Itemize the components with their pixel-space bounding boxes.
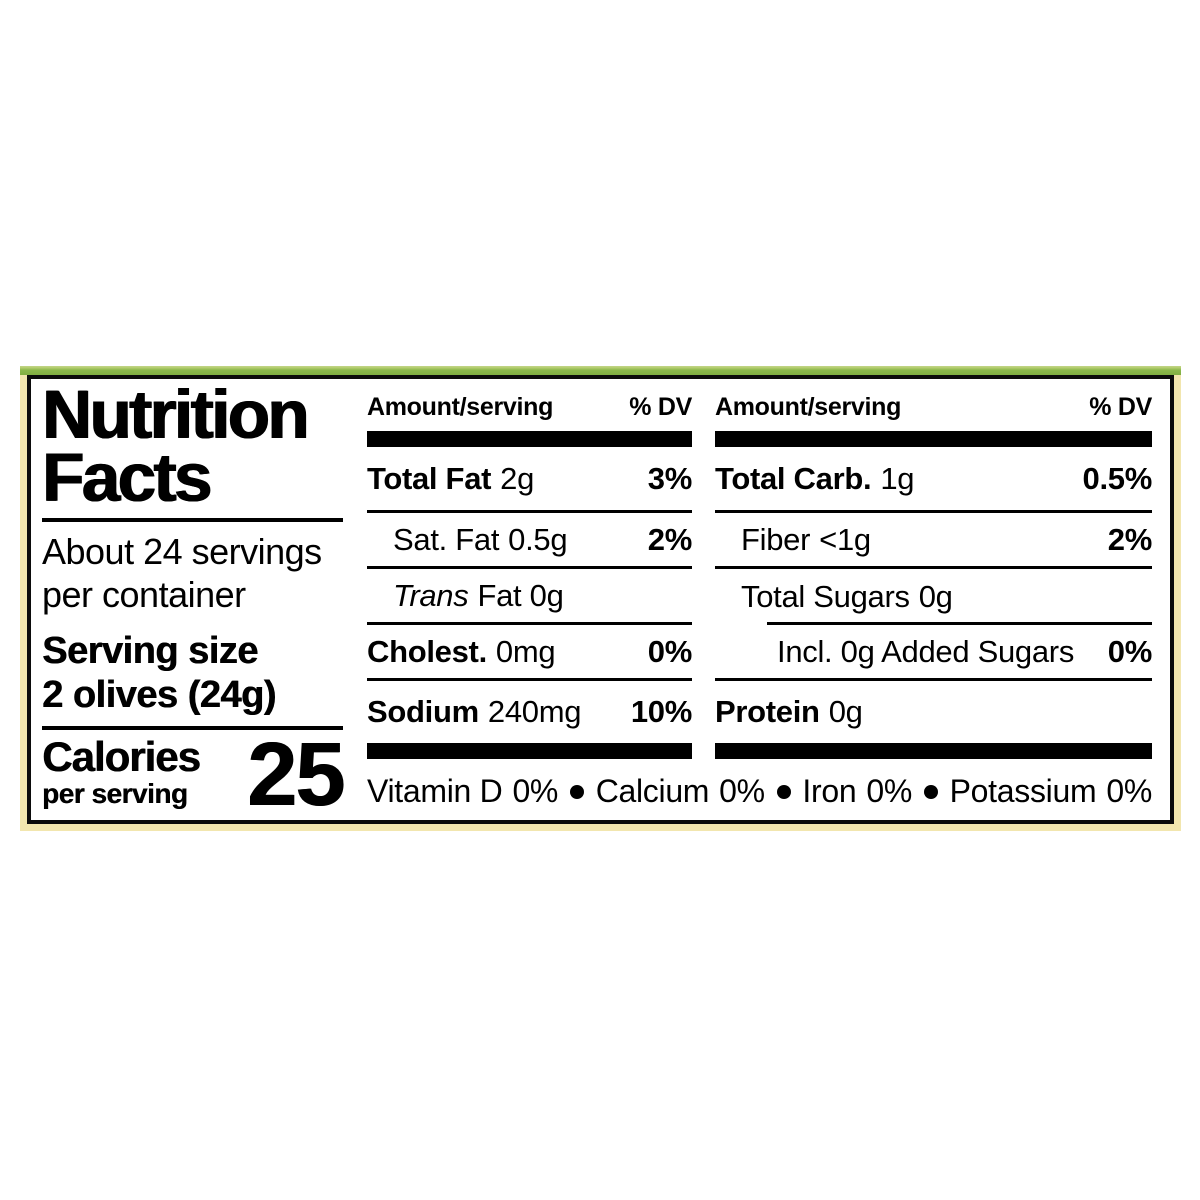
- percent-dv-heading: % DV: [1089, 393, 1152, 421]
- amount-serving-heading: Amount/serving: [715, 393, 902, 421]
- serving-size-label: Serving size: [42, 630, 258, 672]
- label-right-column: Amount/serving % DV Total Carb. 1g 0.5% F…: [715, 393, 1152, 759]
- nutrient-row-sat-fat: Sat. Fat 0.5g 2%: [367, 513, 692, 569]
- nutrition-facts-title: Nutrition Facts: [42, 376, 343, 522]
- nutrient-name-value: Sodium 240mg: [367, 694, 582, 729]
- micronutrient-potassium: Potassium 0%: [949, 773, 1153, 809]
- thick-rule: [367, 431, 692, 447]
- calories-divider: [42, 726, 343, 730]
- title-line-2: Facts: [42, 439, 212, 516]
- label-middle-column: Amount/serving % DV Total Fat 2g 3% Sat. …: [367, 393, 692, 759]
- label-green-edge: [20, 366, 1181, 375]
- calories-labels: Calories per serving: [42, 733, 201, 809]
- nutrient-row-total-fat: Total Fat 2g 3%: [367, 447, 692, 513]
- serving-size-value: 2 olives (24g): [42, 674, 276, 716]
- servings-line-1: About 24 servings: [42, 531, 322, 572]
- bullet-separator-icon: [569, 784, 584, 799]
- micronutrients-strip: Vitamin D 0% Calcium 0% Iron 0% Potassium 0%: [367, 773, 1152, 810]
- nutrient-row-sodium: Sodium 240mg 10%: [367, 681, 692, 743]
- nutrient-row-trans-fat: Trans Fat 0g: [367, 569, 692, 625]
- nutrient-dv: 0%: [1107, 633, 1153, 669]
- nutrition-facts-panel: Nutrition Facts About 24 servings per co…: [27, 375, 1174, 824]
- nutrient-row-total-sugars: Total Sugars 0g: [715, 569, 1152, 625]
- nutrient-name-value: Sat. Fat 0.5g: [393, 521, 568, 557]
- nutrient-dv: 3%: [647, 460, 693, 496]
- nutrient-row-cholesterol: Cholest. 0mg 0%: [367, 625, 692, 681]
- nutrient-row-fiber: Fiber <1g 2%: [715, 513, 1152, 569]
- nutrient-name-value: Trans Fat 0g: [393, 577, 564, 613]
- servings-per-container: About 24 servings per container: [42, 530, 343, 616]
- title-line-1: Nutrition: [42, 376, 309, 453]
- nutrient-name-value: Fiber <1g: [741, 521, 871, 557]
- thick-rule: [715, 431, 1152, 447]
- nutrient-name-value: Total Sugars 0g: [741, 579, 953, 614]
- calories-value: 25: [246, 725, 345, 825]
- nutrient-dv: 0%: [647, 633, 693, 669]
- bullet-separator-icon: [923, 784, 938, 799]
- thick-rule: [367, 743, 692, 759]
- micronutrient-vitamin-d: Vitamin D 0%: [367, 773, 559, 809]
- calories-section: Calories per serving 25: [42, 725, 345, 825]
- calories-sublabel: per serving: [42, 778, 188, 809]
- bullet-separator-icon: [776, 784, 791, 799]
- amount-serving-heading: Amount/serving: [367, 393, 554, 421]
- column-header: Amount/serving % DV: [367, 393, 692, 431]
- calories-label: Calories: [42, 733, 201, 780]
- nutrient-dv: 0.5%: [1082, 460, 1153, 496]
- serving-size: Serving size 2 olives (24g): [42, 629, 343, 717]
- nutrient-name-value: Protein 0g: [715, 694, 863, 729]
- nutrient-name-value: Total Carb. 1g: [715, 460, 915, 496]
- nutrient-row-added-sugars: Incl. 0g Added Sugars 0%: [715, 625, 1152, 681]
- nutrient-row-total-carb: Total Carb. 1g 0.5%: [715, 447, 1152, 513]
- nutrient-dv: 10%: [630, 694, 692, 729]
- servings-line-2: per container: [42, 574, 246, 615]
- thick-rule: [715, 743, 1152, 759]
- nutrient-dv: 2%: [647, 521, 693, 557]
- nutrient-dv: 2%: [1107, 521, 1153, 557]
- nutrition-facts-label: Nutrition Facts About 24 servings per co…: [20, 366, 1181, 831]
- nutrient-row-protein: Protein 0g: [715, 681, 1152, 743]
- column-header: Amount/serving % DV: [715, 393, 1152, 431]
- percent-dv-heading: % DV: [629, 393, 692, 421]
- micronutrient-calcium: Calcium 0%: [595, 773, 765, 809]
- micronutrient-iron: Iron 0%: [802, 773, 913, 809]
- nutrient-name-value: Incl. 0g Added Sugars: [777, 633, 1075, 669]
- nutrient-name-value: Cholest. 0mg: [367, 633, 556, 669]
- label-left-column: Nutrition Facts About 24 servings per co…: [42, 376, 345, 825]
- nutrient-name-value: Total Fat 2g: [367, 460, 535, 496]
